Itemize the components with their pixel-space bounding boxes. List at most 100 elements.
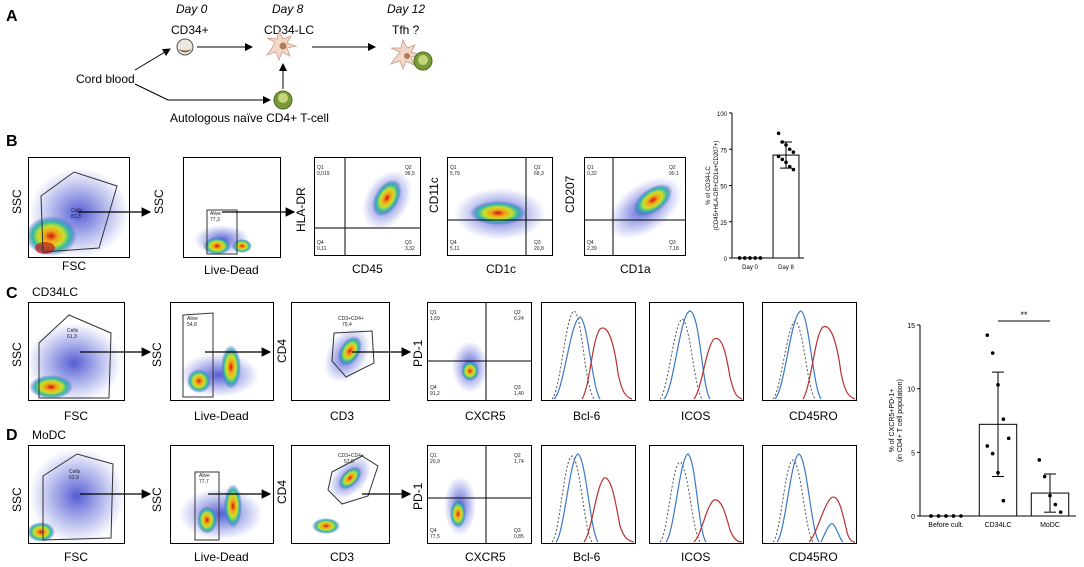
chart2-data-point bbox=[996, 470, 1000, 475]
d1-gate-name: Cells bbox=[69, 469, 81, 475]
chart2-ytick-label: 0 bbox=[911, 514, 915, 521]
chart1-data-point bbox=[791, 167, 796, 172]
chart1-data-point bbox=[737, 256, 742, 260]
chart1-ylabel2: (CD45+HLA-DR+CD1a+CD207+) bbox=[714, 141, 720, 231]
b3-q4: Q4 bbox=[317, 240, 324, 246]
day8-label: Day 8 bbox=[272, 2, 304, 16]
c4-x-label: CXCR5 bbox=[465, 409, 506, 423]
panel-c-letter: C bbox=[6, 285, 18, 302]
chart1-ylabel: % of CD34-LC bbox=[706, 165, 712, 204]
c1-gate-value: 61,3 bbox=[67, 334, 77, 340]
d3-gate-value: 57,0 bbox=[344, 459, 354, 465]
d4-q4-value: 77,5 bbox=[430, 534, 440, 540]
c4-q4: Q4 bbox=[430, 385, 437, 391]
chart1-data-point bbox=[784, 143, 788, 147]
chart1-data-point bbox=[791, 150, 796, 154]
b3-q3: Q3 bbox=[405, 240, 412, 246]
chart1-data-point bbox=[753, 256, 757, 260]
b3-scatter-plot: Q1 0,019 Q2 96,5 Q4 0,11 Q3 3,32 bbox=[314, 157, 421, 256]
chart2-ylabel: % of CXCR5+PD-1+ bbox=[889, 389, 896, 453]
c3-gate-value: 79,4 bbox=[342, 322, 352, 328]
b3-q2: Q2 bbox=[405, 165, 412, 171]
b5-scatter-plot: Q1 0,32 Q2 90,1 Q4 2,39 Q3 7,18 bbox=[584, 157, 686, 256]
c-cd45ro-histogram bbox=[762, 302, 857, 401]
b5-q2: Q2 bbox=[669, 165, 676, 171]
b1-gate-value: 81,3 bbox=[71, 214, 81, 220]
chart2-category-label: Before cult. bbox=[928, 522, 963, 529]
b4-q1-value: 5,79 bbox=[450, 171, 460, 177]
chart1-data-point bbox=[776, 131, 781, 136]
b4-q1: Q1 bbox=[450, 165, 457, 171]
c4-q3-value: 1,40 bbox=[514, 391, 524, 397]
chart2-data-point bbox=[951, 514, 956, 518]
cd34-label: CD34+ bbox=[171, 23, 209, 37]
c1-scatter-plot: Cells 61,3 bbox=[28, 302, 125, 401]
chart1-category-label: Day 8 bbox=[778, 265, 794, 271]
day0-label: Day 0 bbox=[176, 2, 208, 16]
chart1-data-point bbox=[780, 140, 785, 144]
chart2-data-point bbox=[936, 514, 941, 518]
chart1-ytick-label: 100 bbox=[717, 112, 728, 118]
d-title: MoDC bbox=[32, 428, 67, 442]
chart1-ytick-label: 75 bbox=[720, 148, 727, 154]
panel-cd-arrows bbox=[80, 347, 412, 499]
d-cd45ro-histogram bbox=[762, 445, 857, 544]
chart2-category-label: MoDC bbox=[1040, 522, 1060, 529]
c1-gate-name: Cells bbox=[67, 328, 79, 334]
b1-x-label: FSC bbox=[62, 259, 86, 273]
chart2-data-point bbox=[985, 333, 990, 337]
c4-q2-value: 6,24 bbox=[514, 316, 524, 322]
c4-q2: Q2 bbox=[514, 310, 521, 316]
chart2-data-point bbox=[929, 514, 933, 518]
chart2-data-point bbox=[996, 383, 1000, 387]
chart1-ytick-label: 0 bbox=[724, 257, 728, 263]
d-cd45ro-label: CD45RO bbox=[789, 550, 838, 564]
d-bcl6-label: Bcl-6 bbox=[573, 550, 601, 564]
chart2-ylabel2: (in CD4+ T cell population) bbox=[897, 379, 904, 462]
b1-gate-name: Cells bbox=[71, 208, 83, 214]
chart2-ytick-label: 15 bbox=[907, 323, 915, 330]
b3-q1-value: 0,019 bbox=[317, 171, 330, 177]
c4-q4-value: 91,2 bbox=[430, 391, 440, 397]
chart2-data-point bbox=[944, 514, 948, 518]
chart1-data-point bbox=[758, 256, 763, 260]
panel-a-letter: A bbox=[6, 8, 18, 25]
b-bar-chart: 0 25 50 75 100 Day 0 Day 8 % of CD34-LC (CD45+HL… bbox=[706, 112, 804, 271]
cd34lc-label: CD34-LC bbox=[264, 23, 315, 37]
c-bcl6-histogram bbox=[541, 302, 636, 401]
c4-q3: Q3 bbox=[514, 385, 521, 391]
chart1-category-label: Day 0 bbox=[742, 265, 758, 271]
b2-gate-name: Alive bbox=[210, 211, 221, 217]
d2-x-label: Live-Dead bbox=[194, 550, 249, 564]
chart2-data-point bbox=[1006, 436, 1011, 441]
chart2-ytick-label: 5 bbox=[911, 450, 915, 457]
b5-q1-value: 0,32 bbox=[587, 171, 597, 177]
d4-x-label: CXCR5 bbox=[465, 550, 506, 564]
cord-blood-label: Cord blood bbox=[76, 72, 135, 86]
chart1-data-point bbox=[743, 256, 747, 260]
chart1-data-point bbox=[780, 157, 785, 162]
b3-q2-value: 96,5 bbox=[405, 171, 415, 177]
d-icos-histogram bbox=[649, 445, 744, 544]
c2-gate-name: Alive bbox=[187, 316, 198, 322]
panel-d-letter: D bbox=[6, 427, 18, 444]
b4-q2: Q2 bbox=[534, 165, 541, 171]
d4-q3-value: 0,85 bbox=[514, 534, 524, 540]
c4-q1-value: 1,69 bbox=[430, 316, 440, 322]
c-icos-label: ICOS bbox=[681, 409, 711, 423]
c1-x-label: FSC bbox=[64, 409, 88, 423]
chart2-category-label: CD34LC bbox=[985, 522, 1012, 529]
chart2-ytick-label: 10 bbox=[907, 387, 915, 394]
chart1-data-point bbox=[776, 154, 781, 159]
c4-scatter-plot: Q1 1,69 Q2 6,24 Q4 91,2 Q3 1,40 bbox=[427, 302, 532, 401]
d1-scatter-plot: Cells 63,9 bbox=[28, 445, 125, 544]
b4-scatter-plot: Q1 5,79 Q2 68,3 Q4 5,11 Q3 20,8 bbox=[447, 157, 553, 256]
d4-q1-value: 20,9 bbox=[430, 459, 440, 465]
c2-gate-value: 54,8 bbox=[187, 322, 197, 328]
d2-gate-name: Alive bbox=[199, 473, 210, 479]
chart1-data-point bbox=[787, 147, 792, 152]
tfh-combo-icon bbox=[389, 38, 433, 71]
autologous-label: Autologous naïve CD4+ T-cell bbox=[170, 111, 329, 125]
chart2-data-point bbox=[1048, 493, 1052, 498]
chart1-bar bbox=[772, 154, 800, 259]
